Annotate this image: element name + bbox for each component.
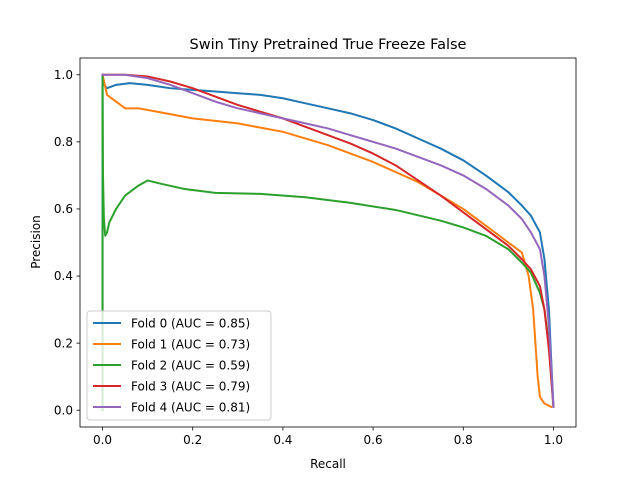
plot-area [101,73,555,412]
x-axis-label: Recall [310,457,346,471]
legend-box [86,310,272,421]
legend-label: Fold 3 (AUC = 0.79) [131,380,250,394]
series-line-fold-2 [101,73,555,412]
chart-title: Swin Tiny Pretrained True Freeze False [190,37,467,53]
series-line-fold-0 [101,73,555,412]
legend: Fold 0 (AUC = 0.85) Fold 1 (AUC = 0.73) Fo… [86,310,272,421]
y-axis-label: Precision [29,215,43,269]
series-line-fold-4 [101,73,555,408]
legend-label: Fold 1 (AUC = 0.73) [131,338,250,352]
legend-label: Fold 4 (AUC = 0.81) [131,401,250,415]
legend-label: Fold 2 (AUC = 0.59) [131,359,250,373]
x-tick-label: 0.2 [183,433,202,447]
series-line-fold-3 [101,73,555,408]
y-tick-label: 0.4 [54,269,73,283]
plot-frame [79,57,577,428]
legend-label: Fold 0 (AUC = 0.85) [131,317,250,331]
x-tick-label: 1.0 [544,433,563,447]
axes: 0.0 0.2 0.4 0.6 0.8 1.0 0.0 0.2 0.4 0.6 0.8 1.0 [54,57,577,447]
y-tick-label: 1.0 [54,68,73,82]
y-tick-label: 0.0 [54,403,73,417]
x-tick-label: 0.8 [454,433,473,447]
y-tick-label: 0.2 [54,336,73,350]
y-tick-label: 0.8 [54,135,73,149]
x-tick-label: 0.0 [93,433,112,447]
x-tick-label: 0.4 [273,433,292,447]
y-tick-label: 0.6 [54,202,73,216]
x-tick-label: 0.6 [364,433,383,447]
